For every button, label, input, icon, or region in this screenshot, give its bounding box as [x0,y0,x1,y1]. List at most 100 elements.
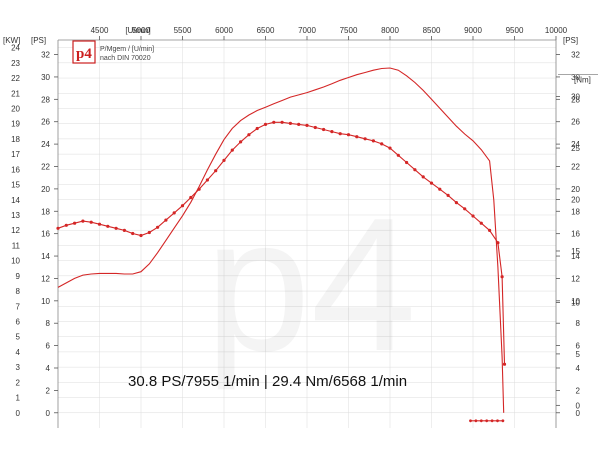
floor-point [485,419,489,423]
ps-right-tick-label: 2 [576,386,581,395]
ps-left-tick-label: 20 [41,185,50,194]
torque-point [64,223,68,227]
kw-tick-label: 19 [11,120,20,129]
x-tick-label: 9500 [506,26,524,35]
torque-point [413,168,417,172]
kw-tick-label: 23 [11,59,20,68]
x-tick-label: 6000 [215,26,233,35]
ps-right-tick-label: 4 [576,364,581,373]
torque-point [263,122,268,126]
kw-tick-label: 4 [16,348,21,357]
torque-point [255,126,259,131]
nm-tick-label: 5 [576,350,581,359]
ps-left-tick-label: 6 [46,342,51,351]
ps-right-tick-label: 0 [576,409,581,418]
torque-point [446,193,450,197]
ps-left-tick-label: 2 [46,386,51,395]
torque-point [222,158,226,162]
torque-point [322,127,326,132]
torque-point [371,139,375,143]
kw-tick-label: 10 [11,257,20,266]
ps-left-tick-label: 8 [46,319,51,328]
torque-point [305,123,309,127]
floor-point [490,419,494,423]
ps-right-tick-label: 6 [576,342,581,351]
x-tick-label: 10000 [545,26,568,35]
ps-right-tick-label: 20 [571,185,580,194]
ps-left-tick-label: 26 [41,118,50,127]
x-tick-label: 5500 [174,26,192,35]
torque-point [429,181,434,185]
kw-tick-label: 15 [11,181,20,190]
kw-tick-label: 20 [11,104,20,113]
ps-right-tick-label: 8 [576,319,581,328]
torque-point [500,275,504,279]
ps-right-tick-label: 30 [571,73,580,82]
kw-tick-label: 0 [16,409,21,418]
torque-point [388,146,392,150]
torque-point [363,137,367,141]
x-tick-label: 8000 [381,26,399,35]
ps-left-tick-label: 32 [41,51,50,60]
kw-tick-label: 6 [16,317,21,326]
summary-text: 30.8 PS/7955 1/min | 29.4 Nm/6568 1/min [128,373,407,390]
kw-unit-label: [KW] [3,36,20,45]
ps-left-tick-label: 0 [46,409,51,418]
ps-left-unit-label: [PS] [31,36,46,45]
torque-point [272,120,276,124]
nm-tick-label: 15 [571,247,580,256]
ps-left-tick-label: 16 [41,230,50,239]
ps-left-tick-label: 4 [46,364,51,373]
torque-point [56,226,60,230]
floor-point [496,419,499,423]
legend-line-2: nach DIN 70020 [100,55,151,62]
torque-point [288,121,292,125]
torque-point [280,120,284,124]
x-tick-label: 7000 [298,26,316,35]
torque-point [421,175,425,179]
ps-left-tick-label: 18 [41,207,50,216]
torque-point [164,218,168,222]
torque-point [106,224,110,228]
torque-point [189,195,193,200]
torque-point [396,153,400,157]
torque-point [488,228,492,232]
kw-tick-label: 13 [11,211,20,220]
kw-tick-label: 9 [16,272,21,281]
kw-tick-label: 18 [11,135,20,144]
floor-point [474,419,478,423]
nm-tick-label: 25 [571,144,580,153]
torque-point [355,135,359,139]
ps-right-unit-label: [PS] [563,36,578,45]
ps-right-tick-label: 22 [571,162,580,171]
floor-point [469,419,472,423]
ps-right-tick-label: 12 [571,274,580,283]
torque-point [139,233,143,238]
watermark-logo: p4 [205,179,416,391]
nm-tick-label: 30 [571,93,580,102]
curves [56,67,507,423]
nm-tick-label: 20 [571,196,580,205]
torque-point [172,211,176,215]
torque-point [89,220,93,224]
torque-point [122,228,126,232]
torque-point [313,125,317,130]
legend-line-1: P/Mgem / [U/min] [100,46,154,53]
torque-point [471,214,475,218]
kw-tick-label: 7 [16,302,21,311]
torque-point [454,201,458,205]
kw-tick-label: 12 [11,226,20,235]
x-tick-label: 8500 [423,26,441,35]
ps-right-tick-label: 32 [571,51,580,60]
nm-unit-label: [Nm] [574,76,591,85]
torque-point [214,169,218,173]
ps-left-tick-label: 28 [41,95,50,104]
torque-point [97,222,102,226]
torque-point [114,226,118,230]
kw-tick-label: 22 [11,74,20,83]
ps-right-tick-label: 28 [571,95,580,104]
torque-point [147,230,151,235]
floor-point [501,419,505,423]
ps-left-tick-label: 14 [41,252,50,261]
